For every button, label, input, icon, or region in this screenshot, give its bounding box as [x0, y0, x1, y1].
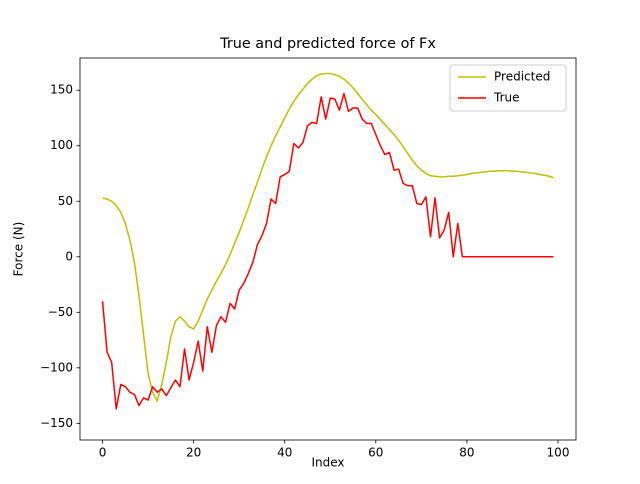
- data-line: [101, 92, 554, 410]
- legend-label: True: [493, 91, 520, 105]
- x-tick-label: 80: [459, 446, 474, 460]
- x-tick-label: 100: [547, 446, 570, 460]
- x-tick-label: 0: [99, 446, 107, 460]
- x-axis-label: Index: [311, 456, 344, 470]
- plot-frame: [79, 57, 577, 441]
- y-tick-label: 150: [50, 83, 73, 97]
- y-tick-label: 100: [50, 138, 73, 152]
- x-tick-label: 40: [277, 446, 292, 460]
- y-axis-label: Force (N): [12, 222, 26, 277]
- x-tick-label: 60: [368, 446, 383, 460]
- chart-title: True and predicted force of Fx: [219, 36, 436, 52]
- legend-label: Predicted: [494, 70, 550, 84]
- y-tick-label: 0: [65, 249, 73, 263]
- y-tick-label: 50: [58, 194, 73, 208]
- x-tick-label: 20: [186, 446, 201, 460]
- data-line: [102, 72, 554, 402]
- y-tick-label: −50: [48, 305, 73, 319]
- y-tick-label: −150: [40, 416, 73, 430]
- y-tick-label: −100: [40, 360, 73, 374]
